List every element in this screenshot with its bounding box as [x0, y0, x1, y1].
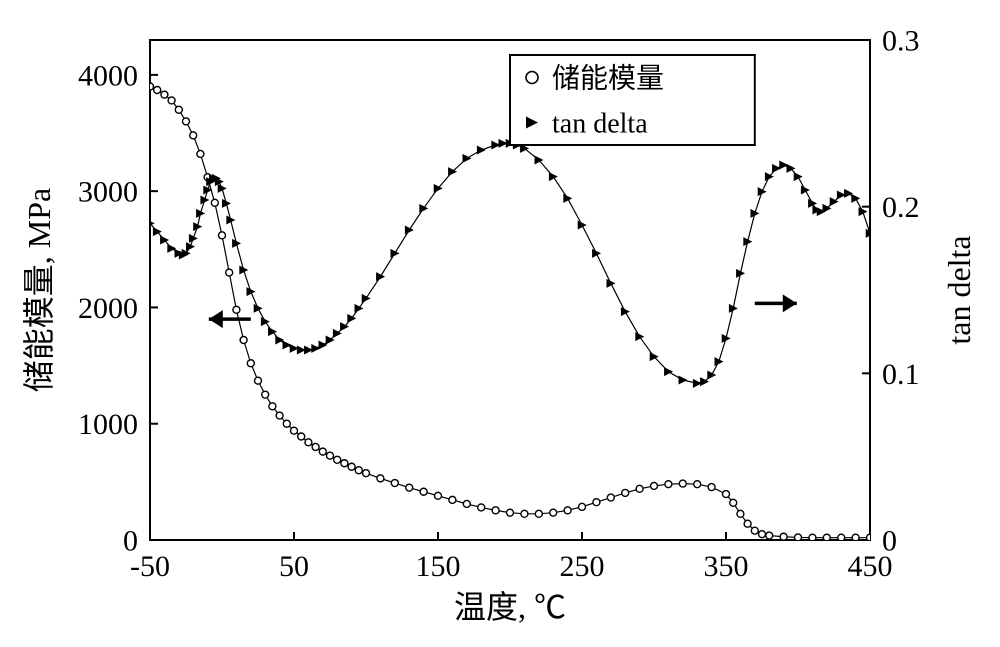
x-axis-label: 温度, ℃ — [454, 589, 566, 625]
svg-text:250: 250 — [560, 550, 605, 583]
svg-text:储能模量: 储能模量 — [552, 62, 664, 94]
svg-text:1000: 1000 — [78, 408, 138, 441]
svg-text:350: 350 — [704, 550, 749, 583]
svg-text:0.1: 0.1 — [882, 358, 920, 391]
chart-container: -5050150250350450温度, ℃01000200030004000储… — [0, 0, 1000, 647]
svg-text:2000: 2000 — [78, 292, 138, 325]
svg-text:4000: 4000 — [78, 59, 138, 92]
svg-text:0: 0 — [123, 525, 138, 558]
legend: 储能模量 tan delta — [510, 55, 755, 145]
svg-text:3000: 3000 — [78, 176, 138, 209]
svg-text:0: 0 — [882, 525, 897, 558]
y-left-axis-label: 储能模量, MPa — [21, 188, 57, 392]
svg-text:150: 150 — [416, 550, 461, 583]
svg-text:0.2: 0.2 — [882, 191, 920, 224]
y-right-axis-label: tan delta — [941, 235, 977, 344]
dual-axis-chart: -5050150250350450温度, ℃01000200030004000储… — [0, 0, 1000, 647]
svg-text:0.3: 0.3 — [882, 25, 920, 58]
svg-text:50: 50 — [279, 550, 309, 583]
svg-text:tan delta: tan delta — [552, 108, 648, 139]
